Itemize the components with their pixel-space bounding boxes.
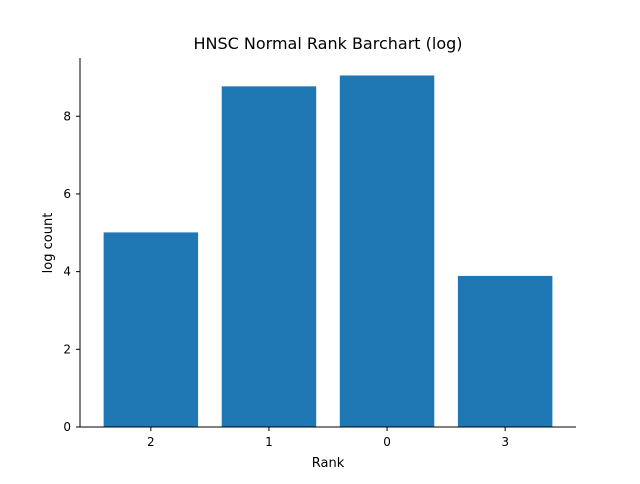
x-tick-label: 2 <box>147 435 155 449</box>
x-tick-label: 3 <box>501 435 509 449</box>
y-tick-label: 8 <box>63 109 71 123</box>
y-axis-ticks: 0 2 4 6 8 <box>63 109 80 434</box>
bar-3 <box>457 275 553 427</box>
x-axis-label: Rank <box>312 456 345 471</box>
bar-2 <box>103 232 199 427</box>
y-tick-label: 2 <box>63 342 71 356</box>
y-axis-label: log count <box>41 213 56 274</box>
y-tick-label: 0 <box>63 420 71 434</box>
x-axis-ticks: 2 1 0 3 <box>147 427 509 449</box>
y-tick-label: 4 <box>63 265 71 279</box>
bar-0 <box>339 75 435 428</box>
x-tick-label: 0 <box>383 435 391 449</box>
x-tick-label: 1 <box>265 435 273 449</box>
chart-title: HNSC Normal Rank Barchart (log) <box>193 34 462 53</box>
y-tick-label: 6 <box>63 187 71 201</box>
bars-group <box>103 75 553 428</box>
bar-1 <box>221 86 317 427</box>
